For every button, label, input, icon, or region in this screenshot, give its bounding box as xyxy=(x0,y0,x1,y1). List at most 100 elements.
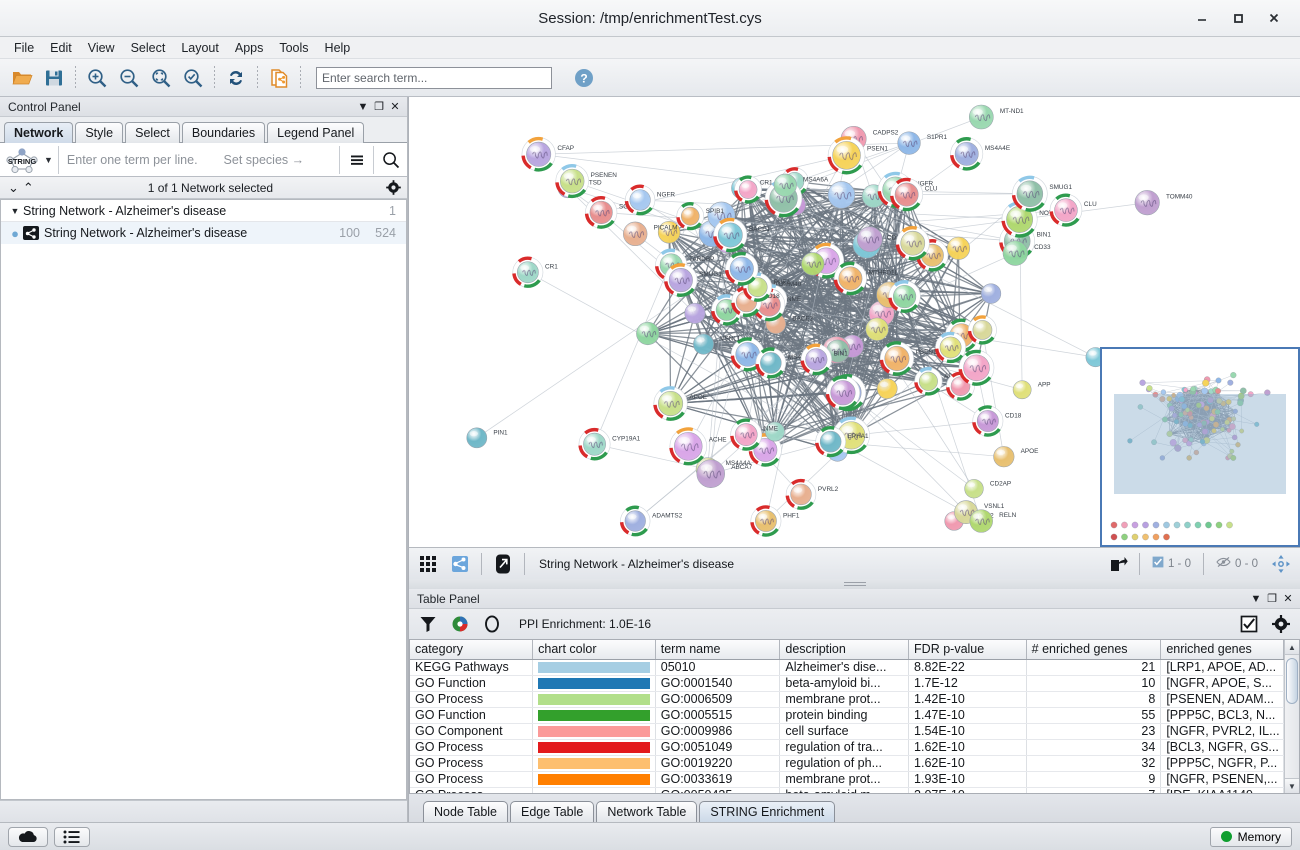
detach-view-icon[interactable] xyxy=(488,551,518,577)
set-species-link[interactable]: Set species → xyxy=(223,152,305,167)
network-node[interactable]: PSENEN xyxy=(555,164,618,199)
network-node[interactable] xyxy=(825,375,861,411)
chevron-down-icon[interactable]: ▼ xyxy=(357,100,369,113)
hamburger-icon[interactable] xyxy=(340,144,373,176)
tab-edge-table[interactable]: Edge Table xyxy=(510,801,595,822)
network-canvas[interactable]: MT-ND2ADAMTS2TOMM40RELNCR1TARDBPBACE2MS4… xyxy=(408,97,1300,547)
network-node[interactable]: CLU xyxy=(1049,193,1097,227)
table-row[interactable]: GO Process GO:0050435beta-amyloid m...2.0… xyxy=(410,787,1284,793)
network-node[interactable] xyxy=(826,339,850,363)
export-view-icon[interactable] xyxy=(1103,551,1133,577)
network-node[interactable]: SPIB1 xyxy=(676,202,725,231)
minimize-button[interactable] xyxy=(1184,4,1220,32)
network-node[interactable]: CLU xyxy=(889,177,938,212)
network-node[interactable] xyxy=(765,421,785,442)
network-node[interactable] xyxy=(980,283,1002,304)
tab-network-table[interactable]: Network Table xyxy=(596,801,698,822)
table-row[interactable]: GO Process GO:0019220 regulation of ph... 1… xyxy=(410,755,1284,772)
grid-view-icon[interactable] xyxy=(413,551,443,577)
network-node[interactable]: MS4A4A xyxy=(755,347,814,379)
tab-node-table[interactable]: Node Table xyxy=(423,801,509,822)
network-node[interactable] xyxy=(888,280,921,313)
network-tree[interactable]: ▼ String Network - Alzheimer's disease 1… xyxy=(0,199,407,800)
network-node[interactable]: CYP19A1 xyxy=(578,428,641,461)
col-chart-color[interactable]: chart color xyxy=(532,640,656,660)
network-node[interactable] xyxy=(857,226,883,253)
list-icon[interactable] xyxy=(54,826,90,847)
search-input[interactable]: Enter search term... xyxy=(316,66,552,89)
maximize-button[interactable] xyxy=(1220,4,1256,32)
memory-status-button[interactable]: Memory xyxy=(1209,826,1292,847)
filter-icon[interactable] xyxy=(417,613,439,635)
scroll-down-arrow-icon[interactable]: ▼ xyxy=(1285,778,1299,793)
network-node[interactable] xyxy=(967,315,997,345)
network-node[interactable] xyxy=(734,175,762,204)
menu-help[interactable]: Help xyxy=(324,40,351,55)
table-row[interactable]: GO Component GO:0009986 cell surface 1.54E-… xyxy=(410,723,1284,740)
network-overview-panel[interactable] xyxy=(1100,347,1300,547)
zoom-selected-icon[interactable] xyxy=(177,62,209,94)
network-node[interactable]: CD2AP xyxy=(964,479,1012,499)
col-enriched-genes[interactable]: enriched genes xyxy=(1160,640,1284,660)
scroll-up-arrow-icon[interactable]: ▲ xyxy=(1285,640,1299,655)
string-dropdown-caret-icon[interactable]: ▼ xyxy=(44,154,53,165)
table-row[interactable]: GO Process GO:0006509 membrane prot... 1.42… xyxy=(410,691,1284,708)
network-node[interactable]: TOMM40 xyxy=(1134,190,1193,216)
network-node[interactable]: CFAP xyxy=(521,137,574,172)
close-button[interactable] xyxy=(1256,4,1292,32)
network-tree-root[interactable]: ▼ String Network - Alzheimer's disease 1 xyxy=(1,200,406,222)
network-node[interactable]: PSEN1 xyxy=(827,136,888,175)
network-node[interactable]: APOE xyxy=(653,386,707,421)
menu-tools[interactable]: Tools xyxy=(279,40,309,55)
network-node[interactable]: NGFR xyxy=(624,184,675,216)
tab-boundaries[interactable]: Boundaries xyxy=(181,122,266,143)
expand-all-icon[interactable]: ⌃ xyxy=(22,179,34,195)
table-row[interactable]: KEGG Pathways 05010 Alzheimer's dise... 8.8… xyxy=(410,659,1284,676)
network-node[interactable] xyxy=(657,221,681,244)
float-panel-icon[interactable]: ❐ xyxy=(1267,593,1277,605)
refresh-icon[interactable] xyxy=(220,62,252,94)
network-node[interactable]: RELN xyxy=(969,509,1017,533)
float-panel-icon[interactable]: ❐ xyxy=(374,101,384,113)
export-network-icon[interactable] xyxy=(263,62,295,94)
fit-content-icon[interactable] xyxy=(1266,551,1296,577)
network-node[interactable]: CR1 xyxy=(512,256,558,288)
network-node[interactable]: PVRL2 xyxy=(785,478,839,510)
tab-network[interactable]: Network xyxy=(4,122,74,143)
overview-viewport-rect[interactable] xyxy=(1114,394,1286,494)
chevron-down-icon[interactable]: ▼ xyxy=(1250,592,1262,605)
string-logo-icon[interactable]: STRING xyxy=(0,144,44,176)
table-row[interactable]: GO Function GO:0005515 protein binding 1.47… xyxy=(410,707,1284,724)
help-icon[interactable]: ? xyxy=(568,62,600,94)
network-node[interactable]: APP xyxy=(1012,380,1051,400)
network-node[interactable]: SMUG1 xyxy=(1011,175,1072,212)
network-view-icon[interactable] xyxy=(445,551,475,577)
scrollbar-thumb[interactable] xyxy=(1286,658,1298,704)
network-node[interactable]: CD18 xyxy=(972,405,1022,437)
network-node[interactable]: S1PR1 xyxy=(897,131,948,155)
network-node[interactable]: APOE xyxy=(993,446,1039,468)
network-node[interactable] xyxy=(827,181,856,209)
menu-view[interactable]: View xyxy=(87,40,115,55)
network-node[interactable]: EPHA1 xyxy=(815,426,869,458)
network-node[interactable]: PICALM xyxy=(623,221,677,247)
horizontal-splitter[interactable] xyxy=(408,579,1300,589)
table-vertical-scrollbar[interactable]: ▲ ▼ xyxy=(1284,640,1299,793)
close-panel-icon[interactable]: ✕ xyxy=(1283,593,1293,605)
network-node[interactable]: CD33 xyxy=(1002,240,1051,266)
network-node[interactable]: SMUG1 xyxy=(664,263,723,297)
tab-style[interactable]: Style xyxy=(75,122,124,143)
collapse-all-icon[interactable]: ⌄ xyxy=(8,179,19,195)
col-fdr-pvalue[interactable]: FDR p-value xyxy=(908,640,1027,660)
string-term-input[interactable]: Enter one term per line. Set species → xyxy=(59,144,339,176)
enrichment-table-container[interactable]: category chart color term name descripti… xyxy=(409,639,1300,794)
col-category[interactable]: category xyxy=(410,640,534,660)
expand-triangle-icon[interactable]: ▼ xyxy=(10,205,20,216)
network-node[interactable]: BACE1 xyxy=(713,217,771,253)
network-node[interactable]: MS4A4E xyxy=(950,137,1011,171)
col-enriched-count[interactable]: # enriched genes xyxy=(1026,640,1162,660)
network-node[interactable]: VSNL1 xyxy=(693,333,741,355)
zoom-out-icon[interactable] xyxy=(113,62,145,94)
donut-chart-icon[interactable] xyxy=(481,613,503,635)
network-graph[interactable]: MT-ND2ADAMTS2TOMM40RELNCR1TARDBPBACE2MS4… xyxy=(409,97,1296,547)
